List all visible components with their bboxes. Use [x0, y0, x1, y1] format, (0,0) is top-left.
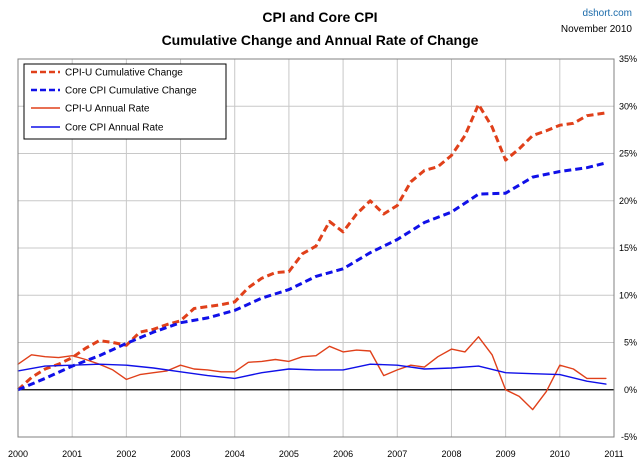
plot-frame	[17, 58, 615, 438]
source-label: dshort.com	[583, 8, 632, 19]
chart-title: CPI and Core CPI	[262, 9, 377, 25]
chart-subtitle: Cumulative Change and Annual Rate of Cha…	[162, 32, 479, 48]
y-tick-label: 20%	[619, 196, 637, 206]
date-label: November 2010	[561, 24, 633, 35]
legend-label-core-annual: Core CPI Annual Rate	[65, 123, 164, 134]
y-tick-label: -5%	[621, 432, 637, 442]
y-tick-label: 30%	[619, 101, 637, 111]
y-tick-label: 5%	[624, 338, 637, 348]
y-tick-label: 25%	[619, 149, 637, 159]
x-tick-label: 2009	[496, 449, 516, 459]
x-tick-label: 2002	[116, 449, 136, 459]
series-lines	[16, 102, 607, 411]
axes: 2000 2001 2002 2003 2004 2005 2006 2007 2008 2009…	[8, 54, 637, 459]
legend-label-core-cumulative: Core CPI Cumulative Change	[65, 86, 197, 97]
x-tick-label: 2004	[225, 449, 245, 459]
x-tick-label: 2010	[550, 449, 570, 459]
x-tick-label: 2008	[441, 449, 461, 459]
core-cpi-cumulative-line	[17, 161, 607, 392]
legend-label-cpi-annual: CPI-U Annual Rate	[65, 104, 150, 115]
x-tick-label: 2007	[387, 449, 407, 459]
cpi-u-annual-line	[17, 336, 607, 411]
legend: CPI-U Cumulative Change Core CPI Cumulat…	[23, 63, 227, 140]
legend-label-cpi-cumulative: CPI-U Cumulative Change	[65, 68, 183, 79]
x-tick-label: 2003	[171, 449, 191, 459]
cpi-u-cumulative-line	[16, 102, 607, 391]
core-cpi-annual-line	[17, 363, 607, 385]
y-tick-label: 10%	[619, 290, 637, 300]
y-tick-label: 35%	[619, 54, 637, 64]
x-tick-label: 2011	[604, 449, 623, 459]
x-tick-label: 2006	[333, 449, 353, 459]
x-tick-label: 2000	[8, 449, 28, 459]
x-tick-label: 2001	[62, 449, 82, 459]
y-tick-label: 15%	[619, 243, 637, 253]
y-tick-label: 0%	[624, 385, 637, 395]
x-tick-label: 2005	[279, 449, 299, 459]
